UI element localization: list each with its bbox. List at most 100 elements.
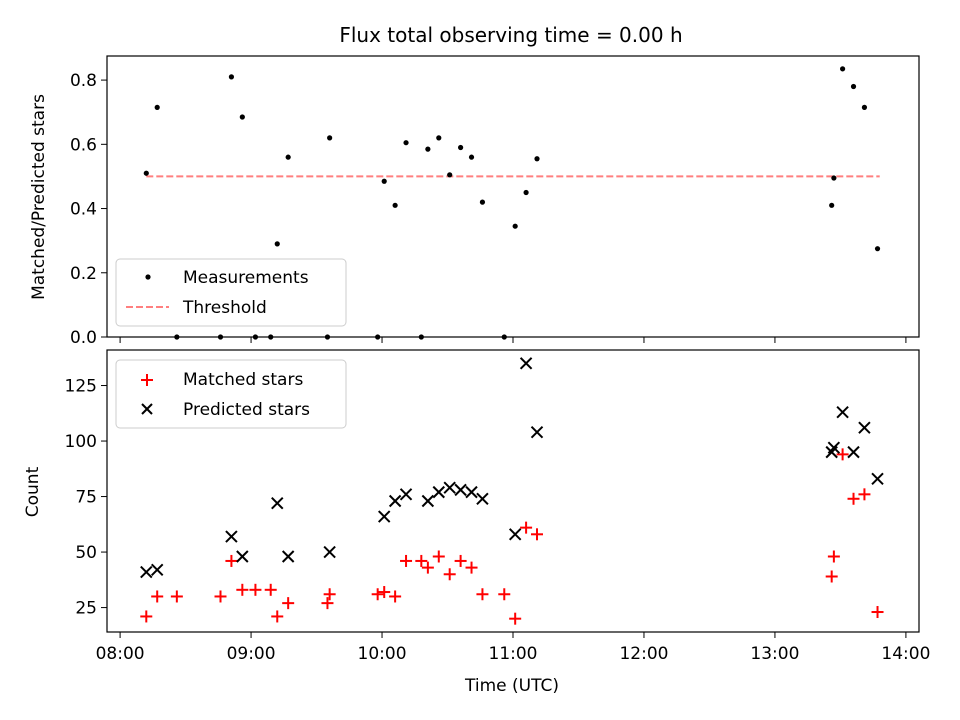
legend-threshold-label: Threshold	[182, 298, 267, 318]
count-y-tick-label: 50	[75, 543, 97, 563]
measurement-point	[458, 144, 464, 151]
count-x-tick-label: 09:00	[227, 644, 276, 664]
matched-star-point	[378, 586, 391, 599]
measurement-point	[239, 114, 245, 120]
ratio-y-axis-label: Matched/Predicted stars	[29, 94, 49, 300]
matched-star-point	[443, 568, 456, 581]
measurement-point	[381, 178, 387, 184]
measurement-point	[512, 223, 518, 229]
predicted-star-point	[476, 492, 489, 505]
count-x-ticks: 08:00 09:00 10:00 11:00 12:00 13:00 14:00	[96, 632, 930, 664]
predicted-star-point	[421, 494, 435, 508]
matched-star-point	[476, 588, 489, 601]
matched-star-point	[271, 610, 284, 623]
matched-star-point	[509, 612, 522, 625]
ratio-x-ticks	[119, 337, 907, 343]
count-x-tick-label: 10:00	[358, 644, 407, 664]
count-x-tick-label: 08:00	[96, 644, 145, 664]
matched-star-point	[225, 554, 238, 567]
matched-star-point	[214, 590, 227, 603]
measurement-point	[534, 156, 540, 162]
count-marks	[140, 357, 884, 625]
measurement-point	[523, 189, 529, 196]
measurement-point	[392, 202, 398, 208]
matched-star-point	[465, 561, 478, 574]
measurement-point	[285, 154, 291, 160]
matched-star-point	[282, 597, 295, 610]
measurement-point	[436, 135, 442, 141]
predicted-star-point	[432, 485, 445, 499]
measurement-point	[468, 154, 475, 160]
matched-star-point	[531, 528, 544, 541]
ratio-y-tick-label: 0.8	[70, 71, 97, 91]
count-y-tick-label: 25	[75, 599, 97, 619]
matched-star-point	[140, 610, 153, 623]
x-axis-label: Time (UTC)	[464, 676, 559, 696]
measurement-point	[143, 170, 149, 176]
matched-star-point	[321, 597, 334, 610]
measurement-point	[840, 66, 846, 72]
matched-star-point	[827, 550, 840, 563]
predicted-star-point	[519, 357, 533, 370]
predicted-star-point	[836, 405, 849, 419]
measurement-point	[403, 140, 409, 146]
predicted-star-point	[827, 441, 841, 454]
matched-star-point	[825, 570, 838, 583]
matched-star-point	[836, 448, 849, 461]
predicted-star-point	[530, 425, 544, 439]
matched-star-point	[249, 583, 262, 596]
predicted-star-point	[388, 494, 402, 508]
predicted-star-point	[323, 545, 336, 559]
measurement-point	[479, 199, 486, 205]
count-x-tick-label: 14:00	[881, 644, 930, 664]
measurement-point	[425, 146, 431, 152]
ratio-y-tick-label: 0.4	[70, 200, 97, 220]
matched-star-point	[454, 554, 467, 567]
count-y-tick-label: 125	[65, 377, 97, 397]
matched-star-point	[264, 583, 277, 596]
predicted-star-point	[236, 550, 249, 563]
predicted-star-point	[847, 445, 860, 459]
ratio-y-tick-label: 0.2	[70, 264, 97, 284]
matched-star-point	[400, 554, 413, 567]
count-y-tick-label: 75	[75, 488, 97, 508]
ratio-y-ticks: 0.0 0.2 0.4 0.6 0.8	[70, 71, 107, 348]
ratio-marks	[143, 66, 881, 340]
count-panel: 25 50 75 100 125 08:00 09:00 10:00 11:00 12:00 13…	[23, 349, 930, 696]
ratio-y-tick-label: 0.6	[70, 135, 97, 155]
measurement-point	[829, 202, 835, 208]
predicted-star-point	[271, 497, 284, 510]
legend-predicted-label: Predicted stars	[183, 400, 310, 420]
predicted-star-point	[465, 485, 478, 499]
predicted-star-point	[281, 550, 295, 563]
matched-star-point	[389, 590, 402, 603]
matched-star-point	[421, 561, 434, 574]
count-y-axis-label: Count	[23, 466, 43, 517]
predicted-star-point	[858, 421, 871, 434]
matched-star-point	[871, 606, 884, 619]
measurement-point	[850, 83, 857, 90]
predicted-star-point	[399, 488, 413, 501]
matched-star-point	[498, 588, 511, 601]
count-x-tick-label: 12:00	[619, 644, 668, 664]
legend-predicted-marker	[141, 403, 153, 415]
matched-star-point	[236, 583, 249, 596]
count-legend: Matched stars Predicted stars	[115, 359, 347, 429]
predicted-star-point	[454, 483, 467, 497]
predicted-star-point	[378, 510, 391, 523]
matched-star-point	[415, 554, 428, 567]
measurement-point	[228, 74, 235, 80]
count-legend-box	[115, 359, 347, 429]
measurement-point	[274, 241, 280, 247]
predicted-star-point	[150, 563, 164, 577]
matched-star-point	[847, 492, 860, 505]
count-x-tick-label: 13:00	[750, 644, 799, 664]
count-y-tick-label: 100	[65, 432, 97, 452]
legend-matched-marker	[141, 374, 153, 386]
measurement-point	[154, 104, 160, 110]
measurement-point	[861, 104, 868, 110]
predicted-star-point	[225, 530, 238, 543]
legend-measurements-label: Measurements	[183, 268, 309, 288]
measurement-point	[327, 135, 333, 141]
